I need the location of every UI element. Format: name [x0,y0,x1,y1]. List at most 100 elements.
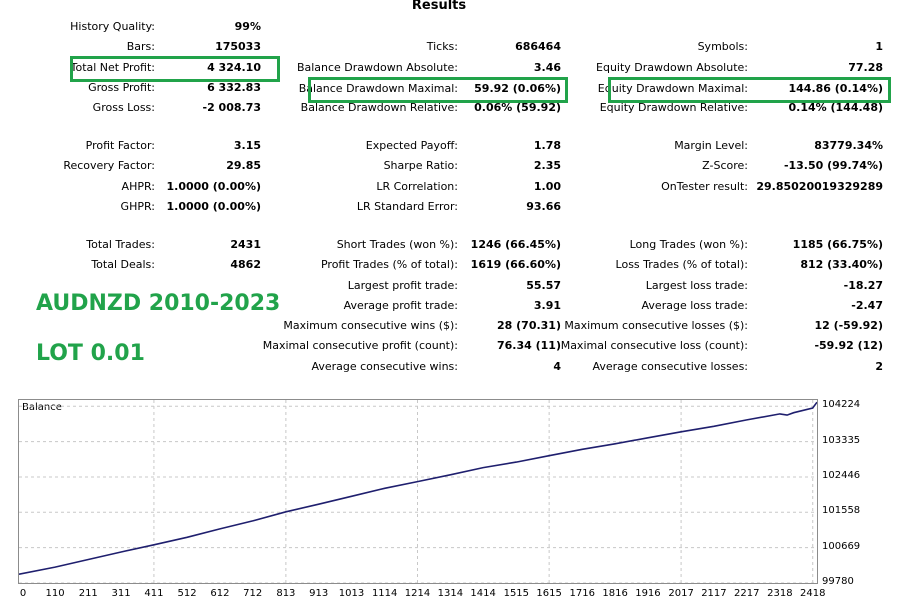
profit-factor-value: 3.15 [233,139,261,152]
y-tick-label: 102446 [822,469,861,481]
profit-factor-label: Profit Factor: [85,139,155,152]
largest-profit-trade-value: 55.57 [526,279,561,292]
pair-period-caption: AUDNZD 2010-2023 [36,291,281,316]
balance-chart: Balance [18,399,818,584]
largest-loss-trade-value: -18.27 [843,279,883,292]
x-tick-label: 612 [210,588,230,599]
equity-drawdown-maximal-highlight [608,77,891,103]
total-deals-label: Total Deals: [91,258,155,271]
average-consecutive-wins-label: Average consecutive wins: [311,360,458,373]
balance-series-line [19,401,817,575]
x-tick-label: 1114 [371,588,398,599]
total-deals-value: 4862 [230,258,261,271]
lr-correlation-value: 1.00 [533,180,561,193]
history-quality-label: History Quality: [70,20,155,33]
short-trades-value: 1246 (66.45%) [470,238,561,251]
gross-loss-value: -2 008.73 [202,101,262,114]
equity-drawdown-absolute-label: Equity Drawdown Absolute: [596,61,748,74]
profit-trades-label: Profit Trades (% of total): [320,258,458,271]
ghpr-label: GHPR: [120,200,155,213]
x-tick-label: 2117 [701,588,727,599]
ontester-result-label: OnTester result: [661,180,748,193]
margin-level-label: Margin Level: [674,139,748,152]
balance-drawdown-absolute-value: 3.46 [533,61,561,74]
x-tick-label: 1414 [470,588,496,599]
max-consecutive-losses-value: 12 (-59.92) [814,319,883,332]
x-tick-label: 1816 [602,588,628,599]
maximal-consecutive-loss-label: Maximal consecutive loss (count): [560,339,748,352]
recovery-factor-label: Recovery Factor: [63,159,155,172]
gross-loss-label: Gross Loss: [92,101,155,114]
recovery-factor-value: 29.85 [226,159,261,172]
lr-correlation-label: LR Correlation: [376,180,458,193]
history-quality-value: 99% [234,20,261,33]
x-tick-label: 1916 [635,588,661,599]
loss-trades-label: Loss Trades (% of total): [615,258,748,271]
equity-drawdown-relative-value: 0.14% (144.48) [788,101,884,114]
max-consecutive-wins-value: 28 (70.31) [497,319,561,332]
x-tick-label: 2318 [767,588,793,599]
average-loss-trade-value: -2.47 [851,299,883,312]
x-tick-label: 813 [276,588,296,599]
x-tick-label: 411 [144,588,164,599]
total-trades-label: Total Trades: [86,238,155,251]
balance-drawdown-absolute-label: Balance Drawdown Absolute: [296,61,458,74]
total-net-profit-value: 4 324.10 [207,61,261,74]
y-tick-label: 99780 [822,576,854,587]
equity-drawdown-maximal-value: 144.86 (0.14%) [788,82,884,95]
y-tick-label: 101558 [822,505,861,517]
x-tick-label: 0 [19,588,27,599]
average-loss-trade-label: Average loss trade: [641,299,748,312]
y-tick-label: 104224 [822,399,861,411]
loss-trades-value: 812 (33.40%) [800,258,883,271]
balance-drawdown-relative-value: 0.06% (59.92) [474,101,561,114]
x-tick-label: 913 [309,588,329,599]
results-title: Results [411,0,467,13]
z-score-value: -13.50 (99.74%) [783,159,883,172]
expected-payoff-label: Expected Payoff: [365,139,458,152]
lr-standard-error-label: LR Standard Error: [356,200,458,213]
x-tick-label: 2017 [668,588,694,599]
average-consecutive-losses-label: Average consecutive losses: [592,360,748,373]
long-trades-label: Long Trades (won %): [629,238,748,251]
average-consecutive-wins-value: 4 [553,360,561,373]
total-net-profit-highlight [70,56,280,82]
x-tick-label: 110 [45,588,65,599]
margin-level-value: 83779.34% [814,139,883,152]
ahpr-value: 1.0000 (0.00%) [166,180,262,193]
x-tick-label: 1515 [503,588,530,599]
symbols-value: 1 [875,40,883,53]
total-trades-value: 2431 [230,238,261,251]
x-tick-label: 1716 [569,588,596,599]
max-consecutive-losses-label: Maximum consecutive losses ($): [564,319,748,332]
profit-trades-value: 1619 (66.60%) [470,258,561,271]
balance-chart-plot [19,400,817,583]
y-tick-label: 100669 [822,540,861,552]
y-tick-label: 103335 [822,434,861,446]
x-tick-label: 211 [78,588,98,599]
x-tick-label: 311 [111,588,131,599]
ahpr-label: AHPR: [121,180,155,193]
x-tick-label: 512 [177,588,197,599]
lot-caption: LOT 0.01 [36,341,145,366]
equity-drawdown-absolute-value: 77.28 [848,61,883,74]
x-tick-label: 1615 [536,588,562,599]
x-tick-label: 1214 [404,588,431,599]
balance-drawdown-relative-label: Balance Drawdown Relative: [300,101,458,114]
x-tick-label: 1013 [338,588,365,599]
balance-drawdown-maximal-label: Balance Drawdown Maximal: [298,82,458,95]
z-score-label: Z-Score: [702,159,748,172]
lr-standard-error-value: 93.66 [526,200,561,213]
maximal-consecutive-loss-value: -59.92 (12) [814,339,883,352]
x-tick-label: 1314 [437,588,464,599]
equity-drawdown-maximal-label: Equity Drawdown Maximal: [597,82,748,95]
ghpr-value: 1.0000 (0.00%) [166,200,262,213]
gross-profit-value: 6 332.83 [207,81,261,94]
gross-profit-label: Gross Profit: [88,81,155,94]
sharpe-ratio-value: 2.35 [533,159,561,172]
largest-profit-trade-label: Largest profit trade: [347,279,458,292]
x-tick-label: 712 [243,588,263,599]
bars-label: Bars: [126,40,155,53]
max-consecutive-wins-label: Maximum consecutive wins ($): [283,319,458,332]
total-net-profit-label: Total Net Profit: [70,61,155,74]
